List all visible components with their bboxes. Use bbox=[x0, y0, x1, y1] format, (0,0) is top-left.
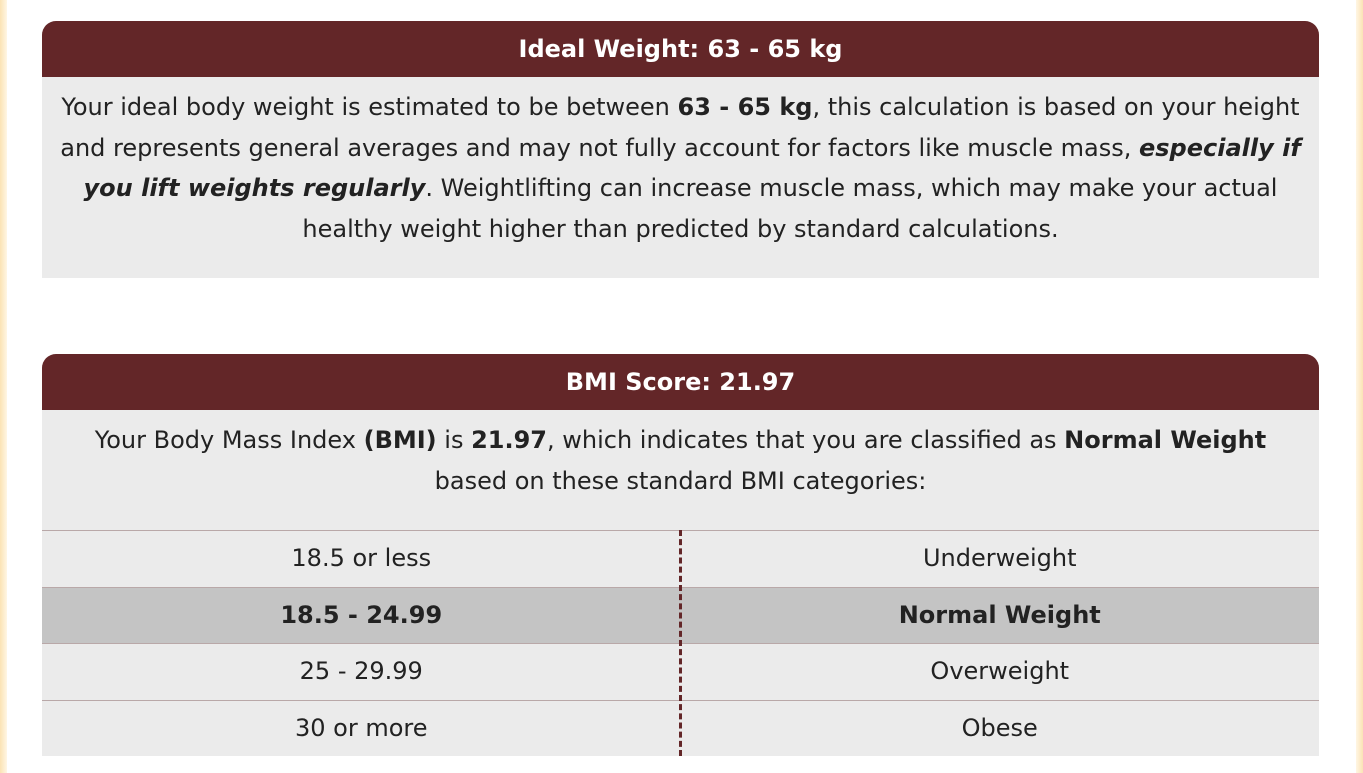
bmi-category-table: 18.5 or less Underweight 18.5 - 24.99 No… bbox=[42, 530, 1319, 756]
bmi-range-cell: 18.5 - 24.99 bbox=[280, 600, 443, 629]
bmi-score: 21.97 bbox=[471, 426, 547, 454]
bmi-label-cell: Underweight bbox=[922, 544, 1077, 572]
ideal-weight-text-3: . Weightlifting can increase muscle mass… bbox=[302, 174, 1278, 243]
ideal-weight-emphasis: especially if you lift weights regularly bbox=[83, 133, 1301, 203]
bmi-header: BMI Score: 21.97 bbox=[42, 354, 1319, 410]
bmi-description: Your Body Mass Index (BMI) is 21.97, whi… bbox=[42, 410, 1319, 531]
ideal-weight-description: Your ideal body weight is estimated to b… bbox=[42, 77, 1319, 249]
ideal-weight-card: Ideal Weight: 63 - 65 kg Your ideal body… bbox=[42, 21, 1319, 278]
bmi-label-cell: Overweight bbox=[930, 657, 1070, 685]
page-edge-left bbox=[0, 0, 7, 773]
ideal-weight-text-1: Your ideal body weight is estimated to b… bbox=[61, 93, 678, 121]
bmi-category: Normal Weight bbox=[1064, 426, 1267, 454]
table-row: 30 or more Obese bbox=[42, 699, 1319, 757]
table-row: 25 - 29.99 Overweight bbox=[42, 643, 1319, 700]
bmi-card: BMI Score: 21.97 Your Body Mass Index (B… bbox=[42, 354, 1319, 756]
ideal-weight-header: Ideal Weight: 63 - 65 kg bbox=[42, 21, 1319, 77]
bmi-text-4: based on these standard BMI categories: bbox=[434, 466, 927, 495]
bmi-text-2: is bbox=[436, 426, 472, 454]
bmi-range-cell: 25 - 29.99 bbox=[299, 657, 423, 685]
bmi-label-cell: Obese bbox=[961, 713, 1038, 742]
bmi-text-1: Your Body Mass Index bbox=[94, 426, 364, 454]
ideal-weight-text-2: , this calculation is based on your heig… bbox=[60, 93, 1300, 162]
ideal-weight-range: 63 - 65 kg bbox=[677, 93, 813, 121]
page-edge-right bbox=[1356, 0, 1363, 773]
bmi-text-3: , which indicates that you are classifie… bbox=[547, 426, 1065, 454]
bmi-abbr: (BMI) bbox=[363, 426, 437, 454]
bmi-range-cell: 30 or more bbox=[294, 713, 428, 742]
table-column-divider bbox=[679, 530, 682, 756]
bmi-range-cell: 18.5 or less bbox=[291, 544, 432, 572]
bmi-label-cell: Normal Weight bbox=[898, 600, 1101, 629]
